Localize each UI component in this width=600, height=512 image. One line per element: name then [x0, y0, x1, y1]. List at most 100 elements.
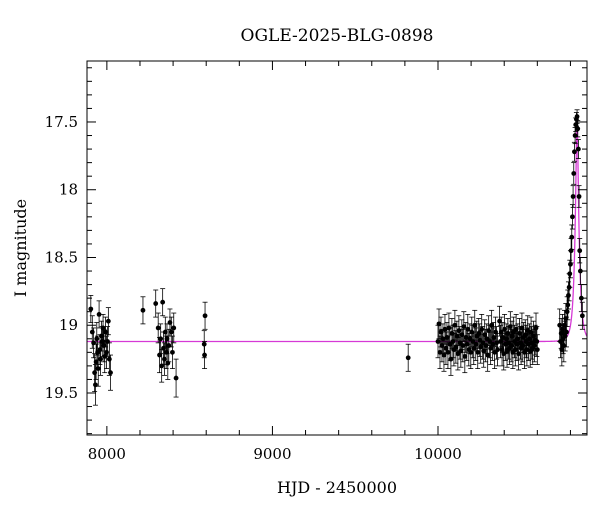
- data-marker: [574, 114, 580, 119]
- data-point: [158, 323, 164, 355]
- data-marker: [534, 339, 540, 344]
- data-marker: [155, 325, 161, 331]
- data-point: [171, 312, 177, 344]
- x-axis-label: HJD - 2450000: [277, 478, 397, 497]
- y-tick-label: 18.5: [45, 248, 78, 266]
- data-marker: [485, 352, 491, 358]
- data-marker: [570, 194, 576, 199]
- data-point: [569, 204, 575, 230]
- data-marker: [162, 329, 168, 335]
- data-point: [488, 331, 494, 365]
- data-marker: [94, 336, 100, 342]
- data-point: [153, 289, 159, 318]
- model-curve: [87, 117, 588, 343]
- data-point: [155, 312, 161, 344]
- data-marker: [468, 349, 474, 355]
- data-marker: [578, 295, 584, 301]
- x-tick-label: 10000: [414, 445, 462, 463]
- data-point: [202, 301, 208, 330]
- data-marker: [507, 324, 513, 329]
- data-point: [563, 316, 569, 348]
- axis-ticks: [87, 61, 587, 435]
- data-marker: [442, 326, 448, 332]
- data-marker: [534, 347, 540, 353]
- data-point: [568, 238, 574, 264]
- data-point: [578, 284, 584, 313]
- data-marker: [436, 321, 442, 327]
- data-points-layer: [88, 109, 585, 406]
- data-marker: [570, 214, 575, 220]
- data-marker: [445, 349, 451, 355]
- data-marker: [571, 171, 577, 176]
- data-marker: [170, 349, 175, 355]
- data-marker: [108, 370, 113, 376]
- model-curve-layer: [87, 117, 588, 343]
- data-marker: [575, 146, 581, 152]
- data-point: [489, 309, 495, 341]
- data-marker: [565, 302, 571, 308]
- data-point: [577, 238, 583, 264]
- data-marker: [435, 339, 441, 344]
- x-tick-label: 8000: [88, 445, 126, 463]
- data-point: [105, 307, 111, 336]
- data-point: [140, 296, 146, 325]
- data-marker: [472, 322, 478, 328]
- data-marker: [153, 301, 159, 306]
- data-marker: [567, 271, 573, 277]
- y-axis-label: I magnitude: [11, 199, 30, 297]
- data-marker: [452, 322, 458, 328]
- data-marker: [462, 354, 468, 359]
- data-point: [108, 354, 114, 391]
- data-point: [102, 339, 108, 374]
- data-marker: [158, 336, 164, 342]
- data-marker: [102, 354, 108, 359]
- data-marker: [140, 307, 146, 313]
- data-marker: [202, 313, 208, 319]
- data-marker: [566, 293, 571, 298]
- data-point: [202, 341, 208, 370]
- data-marker: [471, 345, 477, 351]
- data-point: [98, 342, 104, 376]
- data-marker: [95, 366, 101, 372]
- data-marker: [516, 351, 522, 357]
- data-point: [160, 288, 166, 317]
- data-marker: [164, 336, 170, 342]
- data-marker: [98, 356, 103, 362]
- data-marker: [465, 326, 471, 332]
- data-marker: [104, 349, 109, 355]
- data-point: [168, 316, 174, 348]
- data-marker: [579, 313, 585, 319]
- data-marker: [105, 318, 111, 324]
- data-point: [495, 332, 501, 367]
- data-point: [571, 141, 577, 162]
- plot-frame: [86, 60, 588, 436]
- data-point: [173, 358, 179, 398]
- data-point: [575, 120, 581, 138]
- data-point: [571, 162, 577, 185]
- data-point: [569, 224, 575, 250]
- data-marker: [569, 234, 575, 240]
- data-marker: [441, 352, 447, 358]
- chart-title: OGLE-2025-BLG-0898: [241, 26, 434, 46]
- data-marker: [162, 356, 167, 362]
- data-marker: [488, 345, 494, 351]
- data-marker: [489, 322, 495, 328]
- data-marker: [103, 329, 108, 335]
- data-marker: [572, 149, 577, 155]
- y-tick-label: 19.5: [45, 384, 78, 402]
- data-marker: [576, 194, 582, 199]
- data-marker: [564, 329, 569, 335]
- data-point: [574, 109, 580, 124]
- data-marker: [168, 329, 174, 335]
- data-point: [405, 343, 411, 372]
- data-marker: [531, 343, 537, 348]
- data-point: [106, 342, 112, 376]
- data-point: [88, 295, 94, 323]
- data-marker: [575, 126, 581, 132]
- x-tick-label: 9000: [253, 445, 291, 463]
- data-point: [576, 185, 582, 208]
- data-marker: [495, 347, 500, 353]
- y-tick-label: 17.5: [45, 113, 78, 131]
- data-marker: [88, 306, 94, 312]
